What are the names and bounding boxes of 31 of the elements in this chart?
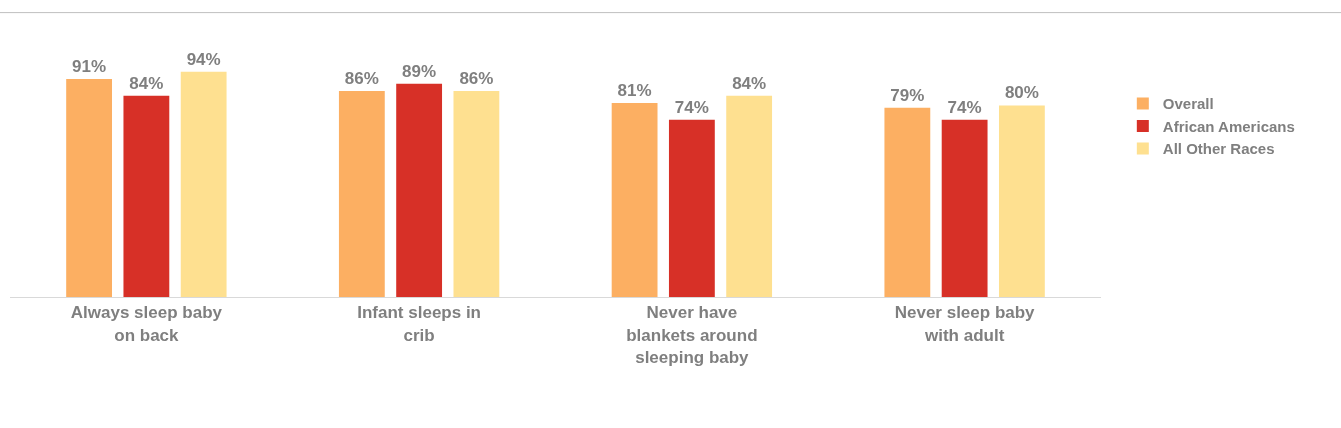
data-label: 80% bbox=[1004, 83, 1039, 103]
bar bbox=[123, 95, 170, 297]
data-label: 74% bbox=[947, 97, 982, 117]
legend-label: Overall bbox=[1162, 95, 1214, 113]
data-label: 84% bbox=[129, 73, 164, 93]
bar bbox=[453, 91, 500, 297]
data-label: 86% bbox=[344, 69, 379, 89]
data-label: 86% bbox=[459, 69, 494, 89]
x-tick-label: Always sleep baby on back bbox=[70, 303, 223, 345]
data-label: 94% bbox=[186, 49, 221, 69]
bar bbox=[396, 83, 443, 297]
bar bbox=[66, 79, 113, 297]
bar bbox=[998, 105, 1045, 297]
data-label: 91% bbox=[72, 57, 107, 77]
x-tick-label: Never have blankets around sleeping baby bbox=[626, 303, 758, 367]
bar bbox=[668, 119, 715, 297]
legend-label: All Other Races bbox=[1162, 140, 1275, 158]
data-label: 81% bbox=[617, 80, 652, 100]
data-label: 89% bbox=[402, 61, 437, 81]
bar bbox=[726, 95, 773, 297]
x-tick-label: Infant sleeps in crib bbox=[357, 303, 482, 345]
bar bbox=[338, 91, 385, 297]
data-label: 84% bbox=[732, 73, 767, 93]
legend-label: African Americans bbox=[1162, 117, 1295, 135]
bar bbox=[180, 71, 227, 297]
bar bbox=[941, 119, 988, 297]
data-label: 74% bbox=[674, 97, 709, 117]
x-tick-label: Never sleep baby with adult bbox=[894, 303, 1036, 345]
bar bbox=[611, 102, 658, 297]
data-label: 79% bbox=[890, 85, 925, 105]
bar bbox=[884, 107, 931, 297]
